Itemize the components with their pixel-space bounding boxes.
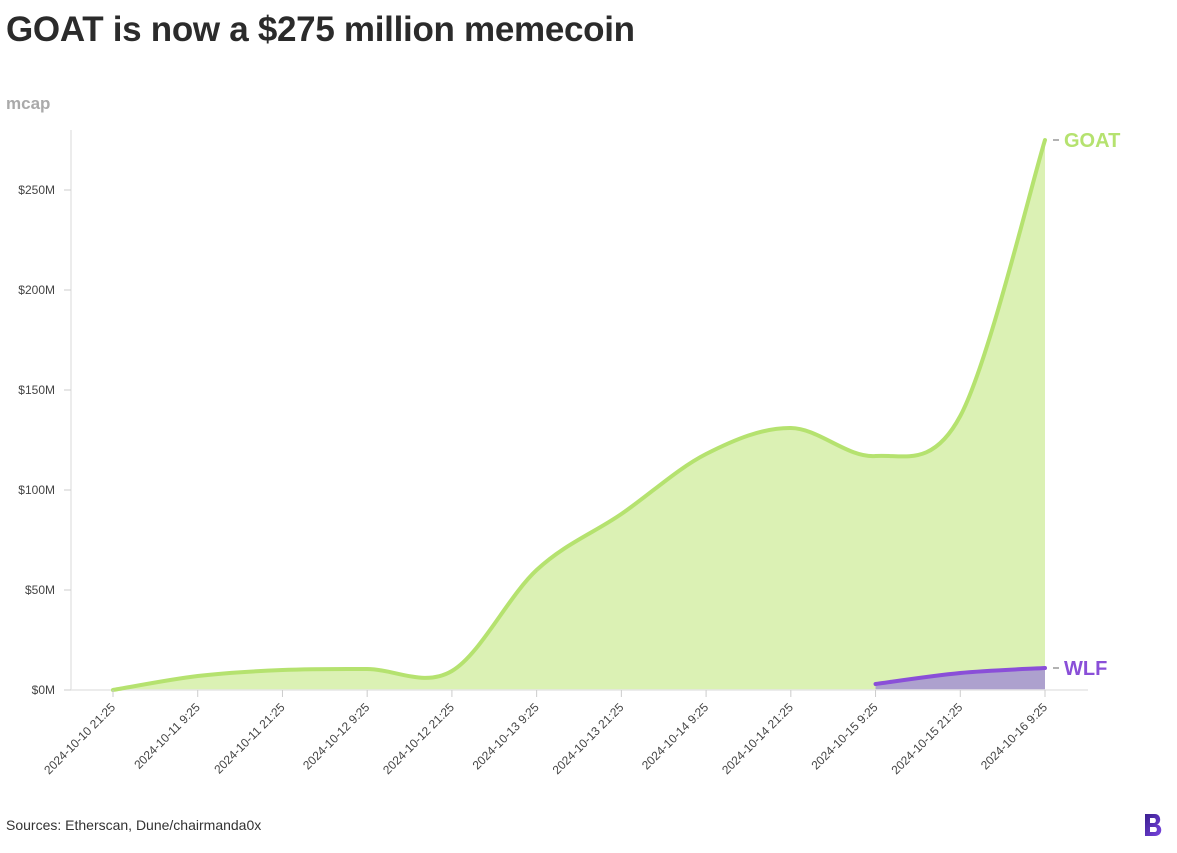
y-tick-label: $0M: [32, 683, 55, 697]
y-tick-label: $100M: [18, 483, 55, 497]
wlf-area: [875, 668, 1045, 690]
y-tick-label: $150M: [18, 383, 55, 397]
y-tick-label: $200M: [18, 283, 55, 297]
axes: [70, 130, 1088, 691]
x-tick-label: 2024-10-15 9:25: [808, 700, 880, 772]
x-tick-label: 2024-10-12 9:25: [300, 700, 372, 772]
y-axis-ticks: $0M $50M $100M $150M $200M $250M: [18, 183, 71, 697]
source-note: Sources: Etherscan, Dune/chairmanda0x: [6, 817, 262, 833]
series-lines: [111, 138, 1047, 692]
goat-area: [113, 140, 1045, 690]
x-tick-label: 2024-10-15 21:25: [888, 700, 965, 777]
x-tick-label: 2024-10-11 21:25: [211, 700, 287, 776]
x-tick-label: 2024-10-13 9:25: [470, 700, 542, 772]
x-tick-label: 2024-10-12 21:25: [380, 700, 457, 777]
x-tick-label: 2024-10-16 9:25: [978, 700, 1050, 772]
x-tick-label: 2024-10-13 21:25: [550, 700, 627, 777]
x-tick-label: 2024-10-14 21:25: [719, 700, 796, 777]
wlf-series-label: WLF: [1064, 658, 1107, 680]
y-tick-label: $50M: [25, 583, 55, 597]
x-tick-label: 2024-10-10 21:25: [41, 700, 118, 777]
y-axis-label: mcap: [6, 94, 50, 113]
chart-title: GOAT is now a $275 million memecoin: [6, 10, 635, 49]
x-axis-ticks: 2024-10-10 21:25 2024-10-11 9:25 2024-10-1…: [41, 690, 1050, 777]
x-tick-label: 2024-10-14 9:25: [639, 700, 711, 772]
goat-series-label: GOAT: [1064, 130, 1120, 152]
y-tick-label: $250M: [18, 183, 55, 197]
series-areas: [113, 140, 1045, 690]
series-labels: GOAT WLF: [1053, 130, 1120, 680]
x-tick-label: 2024-10-11 9:25: [131, 700, 203, 772]
b-logo-icon: [1145, 814, 1162, 836]
